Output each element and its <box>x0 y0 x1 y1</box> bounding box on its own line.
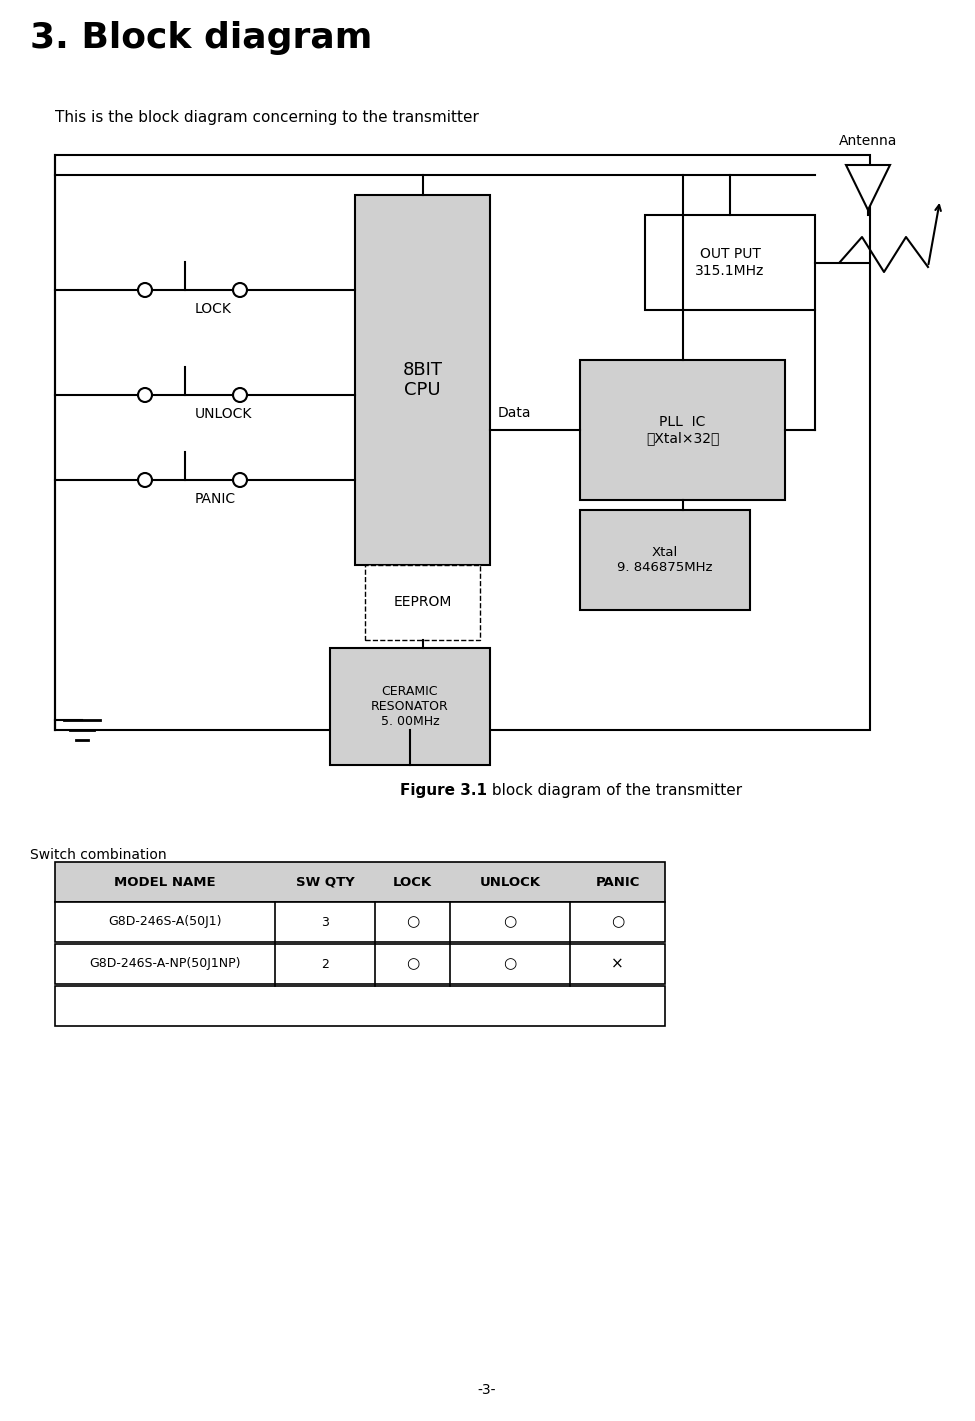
Polygon shape <box>846 165 890 210</box>
Bar <box>55 944 665 983</box>
Bar <box>365 566 480 639</box>
Bar <box>330 648 490 764</box>
Bar <box>355 195 490 566</box>
Text: block diagram of the transmitter: block diagram of the transmitter <box>487 783 742 797</box>
Text: Xtal
9. 846875MHz: Xtal 9. 846875MHz <box>617 546 713 574</box>
Text: SW QTY: SW QTY <box>295 875 354 888</box>
Text: 2: 2 <box>321 958 329 971</box>
Text: Switch combination: Switch combination <box>30 848 167 863</box>
Text: ○: ○ <box>406 956 419 972</box>
Text: 3. Block diagram: 3. Block diagram <box>30 21 372 55</box>
Text: MODEL NAME: MODEL NAME <box>114 875 215 888</box>
Text: This is the block diagram concerning to the transmitter: This is the block diagram concerning to … <box>55 109 479 125</box>
Text: 3: 3 <box>321 915 329 928</box>
Text: 8BIT
CPU: 8BIT CPU <box>403 361 443 399</box>
Text: LOCK: LOCK <box>195 303 232 315</box>
Text: ○: ○ <box>503 915 517 929</box>
Bar <box>55 902 665 942</box>
Text: EEPROM: EEPROM <box>393 595 451 610</box>
Text: ○: ○ <box>503 956 517 972</box>
Text: G8D-246S-A-NP(50J1NP): G8D-246S-A-NP(50J1NP) <box>90 958 241 971</box>
Text: UNLOCK: UNLOCK <box>195 406 253 421</box>
Text: LOCK: LOCK <box>393 875 432 888</box>
Text: PANIC: PANIC <box>596 875 640 888</box>
Text: ×: × <box>611 956 624 972</box>
Text: ○: ○ <box>406 915 419 929</box>
Text: -3-: -3- <box>478 1383 496 1397</box>
Text: Antenna: Antenna <box>838 134 897 148</box>
Text: Data: Data <box>498 406 531 421</box>
Text: PLL  IC
（Xtal×32）: PLL IC （Xtal×32） <box>645 415 720 445</box>
Bar <box>55 863 665 902</box>
Bar <box>580 360 785 500</box>
Text: UNLOCK: UNLOCK <box>480 875 540 888</box>
Bar <box>645 215 815 310</box>
Text: CERAMIC
RESONATOR
5. 00MHz: CERAMIC RESONATOR 5. 00MHz <box>371 685 449 728</box>
Text: PANIC: PANIC <box>195 492 236 506</box>
Text: OUT PUT
315.1MHz: OUT PUT 315.1MHz <box>695 247 764 277</box>
Bar <box>55 155 870 730</box>
Bar <box>55 986 665 1026</box>
Text: Figure 3.1: Figure 3.1 <box>400 783 487 797</box>
Bar <box>580 510 750 610</box>
Text: G8D-246S-A(50J1): G8D-246S-A(50J1) <box>108 915 221 928</box>
Text: ○: ○ <box>611 915 624 929</box>
